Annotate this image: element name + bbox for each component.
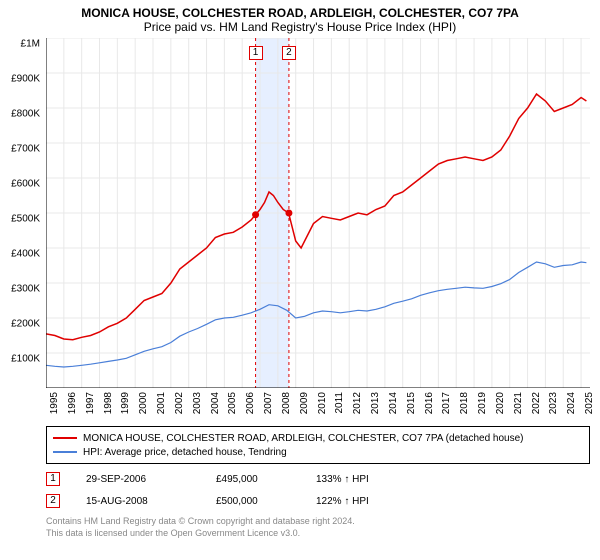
sale-hpi: 133% ↑ HPI [316,474,369,485]
y-tick-label: £600K [11,179,40,190]
y-tick-label: £1M [21,39,40,50]
chart-footer: Contains HM Land Registry data © Crown c… [46,512,590,539]
chart-plot-area: 12 [46,38,590,388]
sale-price: £500,000 [216,496,316,507]
chart-subtitle: Price paid vs. HM Land Registry's House … [0,20,600,34]
sale-date: 29-SEP-2006 [86,474,216,485]
x-tick-label: 2016 [424,392,435,414]
y-tick-label: £100K [11,354,40,365]
x-tick-label: 2005 [227,392,238,414]
sale-marker-box-1: 1 [249,46,263,60]
x-tick-label: 2003 [192,392,203,414]
x-tick-label: 2020 [495,392,506,414]
x-axis-labels: 1995 1996 1997 1998 1999 2000 2001 2002 2003 2004… [46,388,590,420]
sale-row: 2 15-AUG-2008£500,000122% ↑ HPI [46,490,590,512]
chart-svg [46,38,590,388]
chart-title-address: MONICA HOUSE, COLCHESTER ROAD, ARDLEIGH,… [0,6,600,20]
legend-swatch [53,451,77,453]
x-tick-label: 2024 [566,392,577,414]
sale-dot-1 [252,211,259,218]
sale-date: 15-AUG-2008 [86,496,216,507]
y-tick-label: £900K [11,74,40,85]
series-line-1 [46,262,586,367]
series-line-0 [46,94,586,340]
x-tick-label: 2014 [388,392,399,414]
x-tick-label: 2006 [245,392,256,414]
sale-row-marker: 1 [46,472,60,486]
x-tick-label: 2019 [477,392,488,414]
x-tick-label: 2025 [584,392,595,414]
x-tick-label: 2013 [370,392,381,414]
y-tick-label: £400K [11,249,40,260]
chart-title-block: MONICA HOUSE, COLCHESTER ROAD, ARDLEIGH,… [0,0,600,38]
legend-text: HPI: Average price, detached house, Tend… [83,447,287,458]
sale-marker-box-2: 2 [282,46,296,60]
x-tick-label: 1995 [49,392,60,414]
sale-hpi: 122% ↑ HPI [316,496,369,507]
x-tick-label: 2011 [334,392,345,414]
legend-swatch [53,437,77,439]
sale-row-marker: 2 [46,494,60,508]
x-tick-label: 1998 [103,392,114,414]
chart-legend: MONICA HOUSE, COLCHESTER ROAD, ARDLEIGH,… [46,426,590,464]
x-tick-label: 2015 [406,392,417,414]
y-axis-labels: £100K £200K £300K £400K £500K £600K £700K £800K… [0,44,44,394]
x-tick-label: 1999 [120,392,131,414]
x-tick-label: 2023 [548,392,559,414]
y-tick-label: £200K [11,319,40,330]
x-tick-label: 2010 [317,392,328,414]
x-tick-label: 1997 [85,392,96,414]
sale-row: 1 29-SEP-2006£495,000133% ↑ HPI [46,468,590,490]
x-tick-label: 2017 [441,392,452,414]
x-tick-label: 2002 [174,392,185,414]
legend-item: MONICA HOUSE, COLCHESTER ROAD, ARDLEIGH,… [53,431,583,445]
sales-table: 1 29-SEP-2006£495,000133% ↑ HPI 2 15-AUG-20… [46,468,590,512]
x-tick-label: 2018 [459,392,470,414]
footer-copyright: Contains HM Land Registry data © Crown c… [46,516,590,528]
sale-price: £495,000 [216,474,316,485]
legend-item: HPI: Average price, detached house, Tend… [53,445,583,459]
sale-dot-2 [285,210,292,217]
y-tick-label: £700K [11,144,40,155]
x-tick-label: 2022 [531,392,542,414]
x-tick-label: 2007 [263,392,274,414]
x-tick-label: 2000 [138,392,149,414]
y-tick-label: £800K [11,109,40,120]
y-tick-label: £300K [11,284,40,295]
x-tick-label: 2004 [210,392,221,414]
x-tick-label: 2001 [156,392,167,414]
footer-licence: This data is licensed under the Open Gov… [46,528,590,540]
x-tick-label: 2009 [299,392,310,414]
x-tick-label: 1996 [67,392,78,414]
legend-text: MONICA HOUSE, COLCHESTER ROAD, ARDLEIGH,… [83,433,524,444]
x-tick-label: 2021 [513,392,524,414]
x-tick-label: 2012 [352,392,363,414]
x-tick-label: 2008 [281,392,292,414]
y-tick-label: £500K [11,214,40,225]
